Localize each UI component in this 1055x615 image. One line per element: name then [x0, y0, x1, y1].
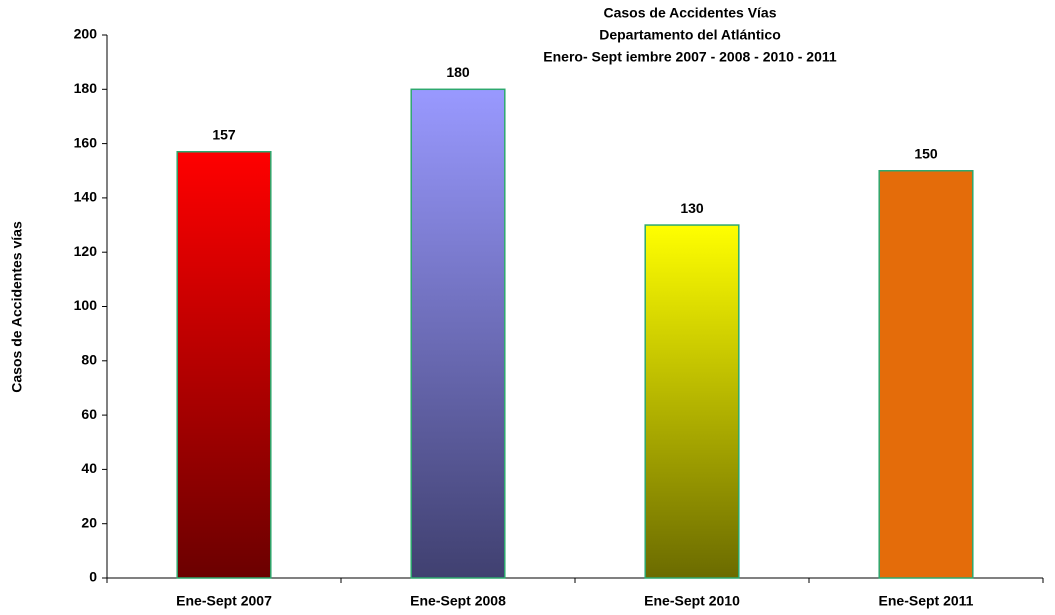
y-tick-label: 40 — [81, 460, 97, 476]
data-label: 157 — [212, 126, 236, 142]
bar — [410, 88, 506, 579]
chart-title: Departamento del Atlántico — [599, 27, 781, 43]
chart-title: Casos de Accidentes Vías — [603, 5, 776, 21]
y-axis-label: Casos de Accidentes vías — [9, 221, 25, 393]
x-tick-label: Ene-Sept 2008 — [410, 593, 506, 609]
chart-title: Enero- Sept iembre 2007 - 2008 - 2010 - … — [543, 49, 837, 65]
x-tick-label: Ene-Sept 2011 — [879, 593, 974, 609]
data-label: 180 — [446, 64, 470, 80]
y-tick-label: 160 — [74, 134, 98, 150]
y-tick-label: 200 — [74, 26, 98, 42]
y-tick-label: 140 — [74, 189, 98, 205]
y-tick-label: 60 — [81, 406, 97, 422]
y-tick-label: 120 — [74, 243, 98, 259]
data-label: 150 — [914, 145, 938, 161]
bar — [176, 150, 272, 579]
y-tick-label: 100 — [74, 297, 98, 313]
x-tick-label: Ene-Sept 2007 — [176, 593, 272, 609]
bar — [878, 170, 974, 579]
y-tick-label: 20 — [81, 514, 97, 530]
data-label: 130 — [680, 200, 704, 216]
y-tick-label: 180 — [74, 80, 98, 96]
y-tick-label: 80 — [81, 352, 97, 368]
y-tick-label: 0 — [89, 569, 97, 585]
bar — [644, 224, 740, 579]
x-tick-label: Ene-Sept 2010 — [644, 593, 740, 609]
